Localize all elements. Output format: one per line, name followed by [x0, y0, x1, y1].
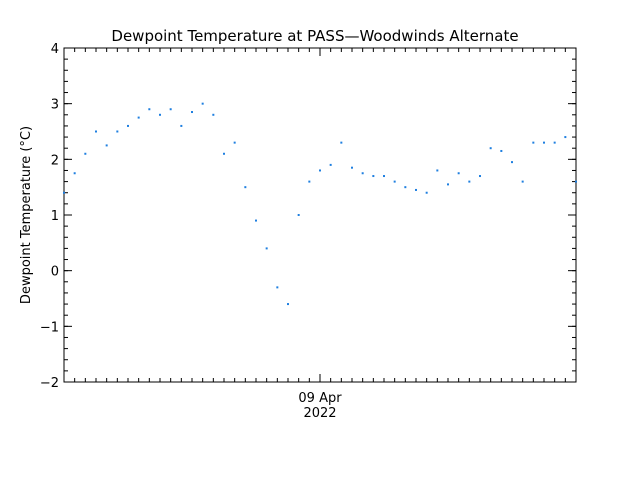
data-point [212, 113, 215, 116]
data-point [521, 180, 524, 183]
data-point [553, 141, 556, 144]
data-point [319, 169, 321, 172]
data-point [233, 141, 236, 144]
data-point [73, 172, 76, 175]
data-point [244, 186, 247, 189]
data-point [404, 186, 407, 189]
data-point [148, 108, 151, 111]
y-tick-label: 4 [51, 42, 59, 57]
chart-title: Dewpoint Temperature at PASS—Woodwinds A… [111, 27, 518, 45]
data-point [276, 286, 279, 289]
data-point [489, 147, 492, 150]
data-point [255, 219, 257, 222]
data-point [201, 102, 204, 105]
data-point [159, 113, 161, 116]
data-point [127, 124, 129, 127]
data-points [63, 102, 577, 306]
data-point [393, 180, 396, 183]
data-point [361, 172, 364, 175]
y-tick-labels: −2 −1 0 1 2 3 4 [40, 42, 59, 391]
data-point [265, 247, 268, 250]
y-tick-label: 0 [51, 265, 59, 280]
data-point [340, 141, 343, 144]
data-point [457, 172, 460, 175]
axis-ticks [64, 47, 576, 383]
data-point [447, 183, 449, 186]
y-tick-label: 3 [51, 98, 59, 113]
data-point [169, 108, 172, 111]
data-point [500, 149, 503, 152]
y-tick-label: 2 [51, 153, 59, 168]
data-point [372, 175, 375, 178]
data-point [63, 191, 65, 194]
data-point [383, 175, 385, 178]
data-point [468, 180, 471, 183]
data-point [543, 141, 545, 144]
data-point [511, 161, 513, 164]
y-axis-label: Dewpoint Temperature (°C) [19, 126, 34, 304]
y-tick-label: 1 [51, 209, 59, 224]
data-point [297, 214, 300, 216]
data-point [425, 191, 428, 194]
data-point [105, 144, 108, 147]
data-point [532, 141, 535, 144]
data-point [329, 163, 332, 166]
y-tick-label: −2 [40, 376, 59, 391]
data-point [308, 180, 311, 183]
x-tick-label-date: 09 Apr [298, 391, 342, 406]
data-point [351, 166, 353, 169]
data-point [180, 124, 183, 127]
data-point [84, 152, 87, 155]
data-point [95, 130, 97, 133]
plot-frame [63, 47, 577, 383]
data-point [415, 188, 417, 191]
data-point [436, 169, 439, 172]
x-tick-label-year: 2022 [303, 406, 336, 421]
x-tick-labels: 09 Apr 2022 [298, 391, 342, 421]
data-point [116, 130, 119, 133]
data-point [479, 175, 481, 178]
data-point [137, 116, 140, 119]
data-point [564, 136, 567, 139]
y-tick-label: −1 [40, 320, 59, 335]
data-point [191, 111, 193, 114]
data-point [287, 303, 289, 306]
data-point [223, 152, 225, 155]
data-point [575, 180, 577, 183]
